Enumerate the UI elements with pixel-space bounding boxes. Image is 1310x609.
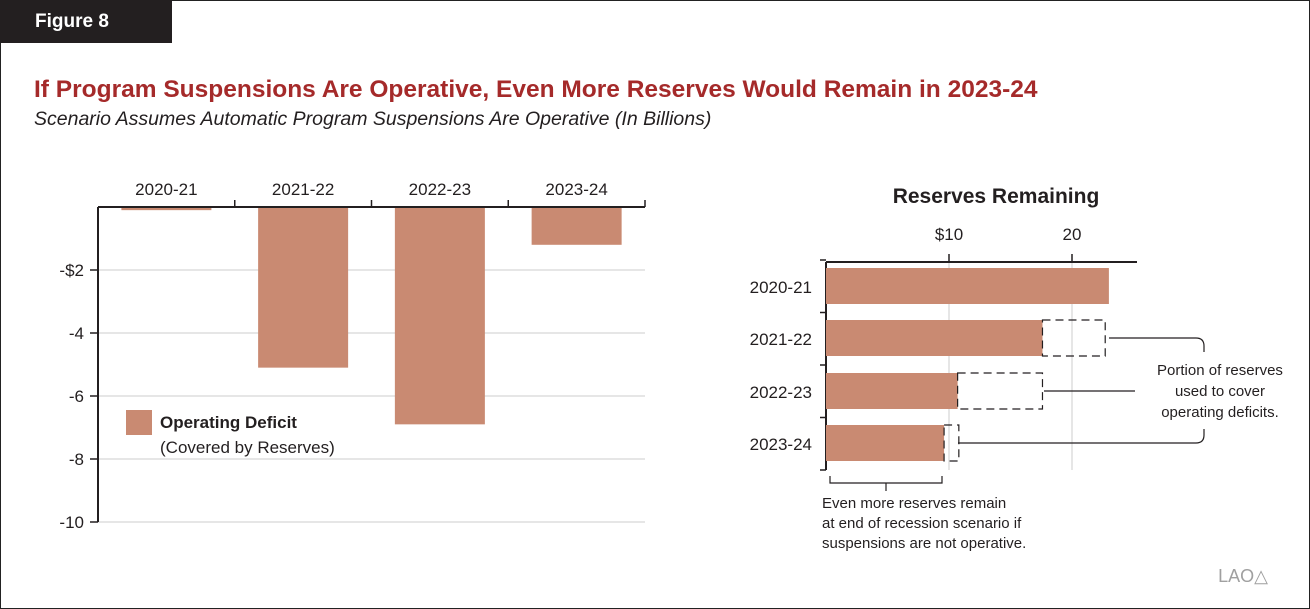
legend-sublabel: (Covered by Reserves): [160, 438, 335, 457]
y-category-label: 2023-24: [750, 435, 812, 454]
x-category-label: 2023-24: [545, 180, 607, 199]
lao-logo: LAO△: [1218, 566, 1268, 586]
remain-note: at end of recession scenario if: [822, 515, 1022, 532]
figure-label: Figure 8: [0, 0, 172, 43]
x-tick-label: $10: [935, 225, 963, 244]
reserves-bar: [826, 320, 1043, 356]
used-reserves-bar: [943, 424, 960, 462]
used-reserves-note: operating deficits.: [1161, 404, 1279, 421]
x-category-label: 2022-23: [409, 180, 471, 199]
deficit-bar: [258, 207, 349, 368]
reserves-bar: [826, 373, 958, 409]
x-tick-label: 20: [1063, 225, 1082, 244]
y-category-label: 2022-23: [750, 383, 812, 402]
y-tick-label: -8: [69, 450, 84, 469]
annotation-bracket: [1109, 337, 1205, 352]
deficit-bar: [531, 207, 622, 245]
used-reserves-bar: [1041, 319, 1106, 357]
y-category-label: 2021-22: [750, 330, 812, 349]
legend-swatch: [126, 410, 152, 435]
figure-title: If Program Suspensions Are Operative, Ev…: [34, 76, 1038, 103]
x-category-label: 2020-21: [135, 180, 197, 199]
used-reserves-note: Portion of reserves: [1157, 362, 1283, 379]
used-reserves-note: used to cover: [1175, 383, 1265, 400]
annotation-bracket: [958, 429, 1205, 444]
y-tick-label: -6: [69, 387, 84, 406]
figure-subtitle: Scenario Assumes Automatic Program Suspe…: [34, 108, 712, 130]
reserves-bar: [826, 425, 945, 461]
reserves-title: Reserves Remaining: [893, 185, 1100, 208]
reserves-bar: [826, 268, 1109, 304]
y-category-label: 2020-21: [750, 278, 812, 297]
remain-note: suspensions are not operative.: [822, 535, 1026, 552]
used-reserves-bar: [957, 372, 1044, 410]
y-tick-label: -10: [59, 513, 84, 532]
deficit-bar: [394, 207, 485, 425]
y-tick-label: -4: [69, 324, 84, 343]
legend-label: Operating Deficit: [160, 413, 297, 432]
x-category-label: 2021-22: [272, 180, 334, 199]
y-tick-label: -$2: [59, 261, 84, 280]
remain-note: Even more reserves remain: [822, 495, 1006, 512]
deficit-bar: [121, 207, 212, 211]
remain-bracket: [829, 476, 943, 484]
